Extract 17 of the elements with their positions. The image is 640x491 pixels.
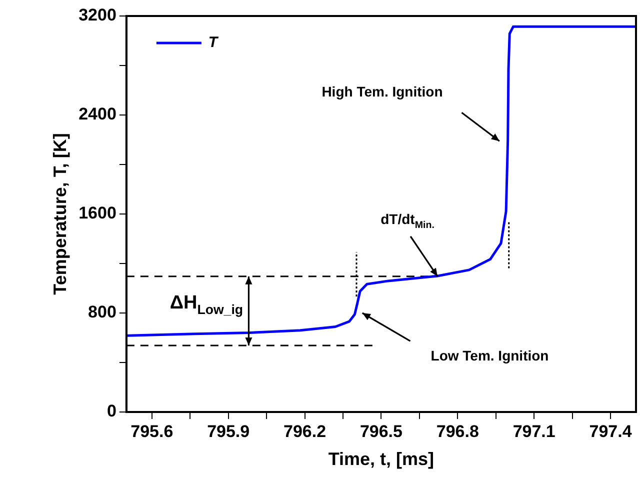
y-axis-title: Temperature, T, [K] bbox=[50, 133, 70, 295]
x-axis-title: Time, t, [ms] bbox=[328, 449, 434, 470]
y-tick-label: 0 bbox=[106, 402, 116, 421]
x-tick-label: 796.2 bbox=[284, 422, 326, 441]
annotation: Low Tem. Ignition bbox=[430, 347, 549, 364]
x-tick-label: 797.4 bbox=[589, 422, 632, 441]
legend-label: T bbox=[208, 34, 220, 52]
annotation: High Tem. Ignition bbox=[322, 83, 443, 100]
y-tick-label: 2400 bbox=[78, 104, 116, 124]
y-tick-label: 800 bbox=[88, 302, 116, 322]
y-tick-label: 3200 bbox=[78, 6, 116, 25]
x-tick-label: 797.1 bbox=[512, 422, 556, 441]
x-tick-label: 796.5 bbox=[360, 422, 402, 441]
y-tick-label: 1600 bbox=[78, 204, 116, 223]
x-tick-label: 795.6 bbox=[130, 422, 174, 441]
x-tick-label: 796.8 bbox=[436, 422, 479, 441]
x-tick-label: 795.9 bbox=[207, 422, 250, 441]
